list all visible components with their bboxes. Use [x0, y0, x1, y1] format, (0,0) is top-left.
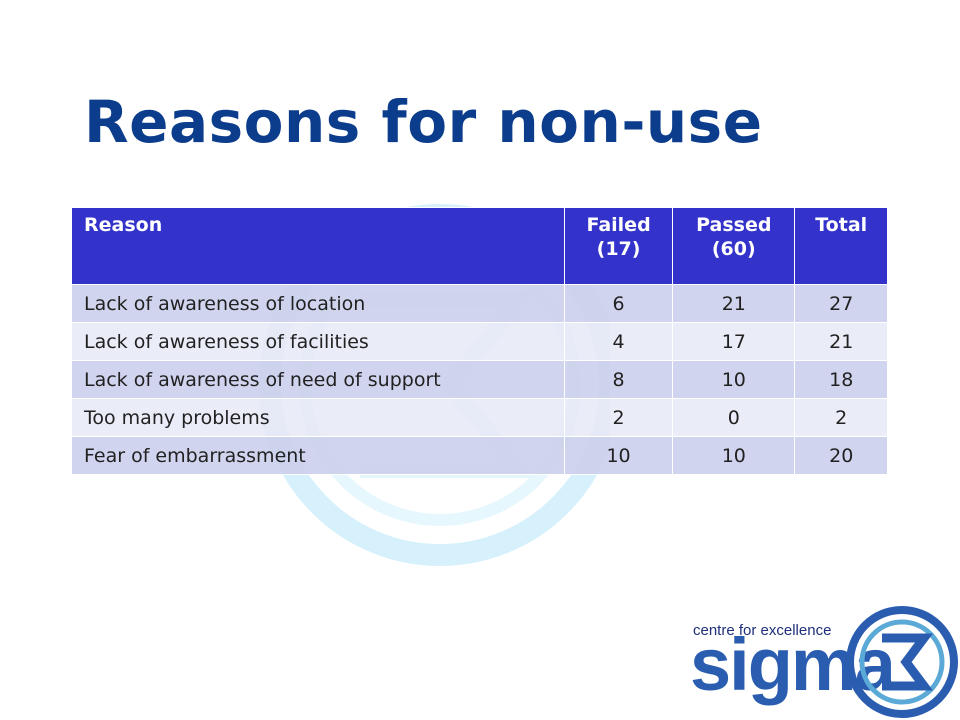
cell-passed: 0: [672, 398, 796, 437]
table-header-row: Reason Failed (17) Passed (60) Total: [71, 207, 888, 285]
header-total: Total: [794, 207, 888, 285]
header-failed: Failed (17): [563, 207, 674, 285]
cell-total: 2: [794, 398, 888, 437]
cell-reason: Lack of awareness of need of support: [71, 360, 565, 399]
cell-passed: 17: [672, 322, 796, 361]
table-row: Lack of awareness of facilities 4 17 21: [71, 322, 888, 361]
page-title: Reasons for non-use: [84, 88, 763, 156]
cell-reason: Too many problems: [71, 398, 565, 437]
sigma-symbol-icon: [846, 606, 958, 718]
cell-total: 18: [794, 360, 888, 399]
cell-reason: Fear of embarrassment: [71, 436, 565, 475]
cell-reason: Lack of awareness of location: [71, 284, 565, 323]
cell-failed: 6: [563, 284, 674, 323]
cell-failed: 4: [563, 322, 674, 361]
cell-passed: 10: [672, 436, 796, 475]
cell-passed: 10: [672, 360, 796, 399]
table-row: Too many problems 2 0 2: [71, 398, 888, 437]
cell-total: 21: [794, 322, 888, 361]
header-passed-label: Passed: [696, 214, 772, 236]
cell-reason: Lack of awareness of facilities: [71, 322, 565, 361]
header-failed-label: Failed: [586, 214, 651, 236]
cell-total: 20: [794, 436, 888, 475]
header-passed-count: (60): [711, 237, 756, 260]
cell-passed: 21: [672, 284, 796, 323]
table-row: Lack of awareness of location 6 21 27: [71, 284, 888, 323]
logo-tagline: centre for excellence: [693, 622, 832, 639]
header-passed: Passed (60): [672, 207, 796, 285]
table-row: Lack of awareness of need of support 8 1…: [71, 360, 888, 399]
cell-failed: 8: [563, 360, 674, 399]
header-failed-count: (17): [596, 237, 641, 260]
cell-failed: 10: [563, 436, 674, 475]
cell-total: 27: [794, 284, 888, 323]
sigma-logo: centre for excellence sigma: [690, 600, 960, 720]
header-reason: Reason: [71, 207, 565, 285]
table-row: Fear of embarrassment 10 10 20: [71, 436, 888, 475]
reasons-table: Reason Failed (17) Passed (60) Total Lac…: [71, 207, 888, 475]
cell-failed: 2: [563, 398, 674, 437]
